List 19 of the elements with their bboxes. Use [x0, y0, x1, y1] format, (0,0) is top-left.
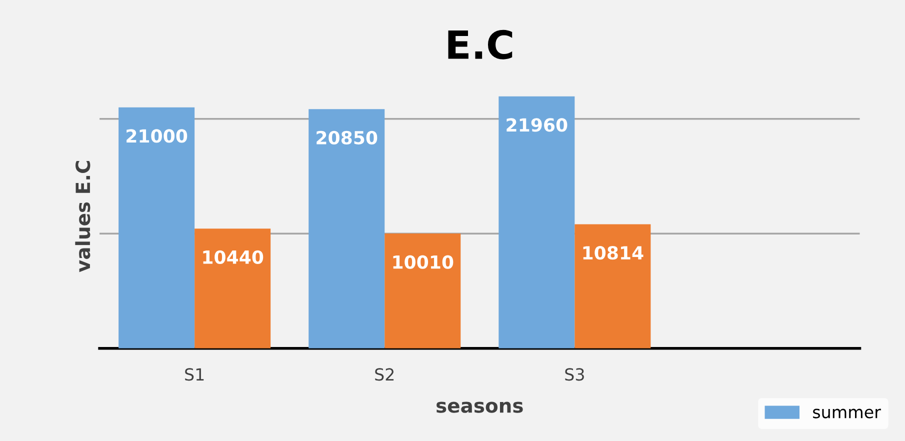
- x-tick-label: S1: [185, 368, 204, 381]
- x-tick-label: S2: [375, 368, 394, 381]
- data-label: 21000: [126, 129, 188, 143]
- legend-label: summer: [813, 408, 881, 418]
- bar: [194, 228, 271, 348]
- data-label: 21960: [506, 118, 568, 132]
- bar: [498, 96, 575, 348]
- data-label: 10440: [203, 250, 264, 264]
- bar: [384, 234, 461, 348]
- y-axis-title: values E.C: [75, 160, 90, 272]
- x-tick-label: S3: [565, 368, 584, 381]
- chart-title: E.C: [448, 30, 512, 60]
- data-label: 10814: [583, 246, 644, 260]
- bar: [308, 109, 385, 348]
- data-label: 10010: [393, 255, 454, 269]
- data-label: 20850: [316, 130, 378, 145]
- bar: [574, 224, 651, 348]
- bar: [118, 107, 195, 348]
- x-axis-title: seasons: [436, 402, 523, 413]
